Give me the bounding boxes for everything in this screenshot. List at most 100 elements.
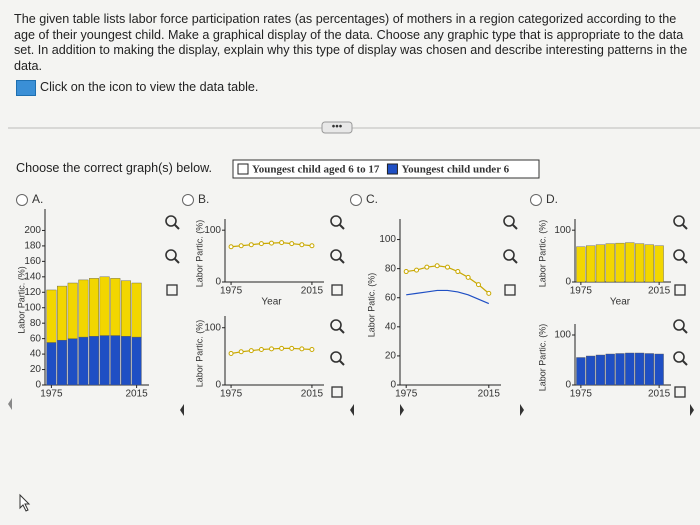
legend-label: Youngest child aged 6 to 17: [252, 164, 380, 176]
icon-handle: [174, 258, 180, 264]
data-table-icon[interactable]: [16, 80, 36, 96]
point: [279, 345, 285, 351]
zoom-out-icon[interactable]: [673, 249, 685, 261]
zoom-in-icon[interactable]: [503, 215, 515, 227]
zoom-out-icon[interactable]: [673, 351, 685, 363]
icon-handle: [512, 258, 518, 264]
cursor: [19, 493, 31, 512]
y-axis-label: Labor Partic. (%): [194, 220, 204, 288]
bar: [634, 352, 645, 386]
zoom-out-icon[interactable]: [330, 351, 342, 363]
bar: [131, 336, 142, 386]
y-tick-label: 20: [385, 351, 397, 362]
question-text: The given table lists labor force partic…: [14, 12, 688, 73]
bar: [654, 245, 664, 283]
zoom-out-icon[interactable]: [503, 249, 515, 261]
icon-handle: [339, 224, 345, 230]
bar: [99, 276, 110, 336]
radio-button[interactable]: [182, 194, 194, 206]
y-tick-label: 100: [554, 225, 571, 236]
point: [299, 346, 305, 352]
bar: [615, 353, 625, 386]
open-icon[interactable]: [674, 284, 686, 296]
point: [248, 348, 254, 354]
zoom-in-icon[interactable]: [673, 319, 685, 331]
open-icon[interactable]: [331, 386, 343, 398]
x-tick-label: 2015: [648, 286, 671, 297]
point: [279, 240, 285, 246]
y-tick-label: 0: [565, 277, 571, 288]
bar: [615, 242, 625, 283]
option-label: C.: [366, 192, 378, 206]
icon-handle: [174, 224, 180, 230]
bar: [110, 278, 121, 336]
zoom-out-icon[interactable]: [165, 249, 177, 261]
bar: [625, 242, 635, 283]
x-tick-label: 1975: [570, 286, 593, 297]
point: [445, 264, 450, 270]
bar: [576, 357, 586, 386]
option-label: D.: [546, 192, 558, 206]
scroll-right[interactable]: [400, 404, 404, 416]
x-tick-label: 2015: [301, 389, 324, 400]
bar: [57, 339, 68, 386]
point: [309, 346, 315, 352]
icon-handle: [339, 258, 345, 264]
icon-handle: [682, 328, 688, 334]
y-axis-label: Labor Partic. (%): [537, 220, 547, 288]
y-tick-label: 100: [204, 225, 221, 236]
y-tick-label: 0: [565, 380, 571, 391]
radio-button[interactable]: [350, 194, 362, 206]
bar: [110, 335, 121, 386]
radio-button[interactable]: [16, 194, 28, 206]
point: [434, 263, 440, 269]
y-tick-label: 0: [390, 380, 396, 391]
open-icon[interactable]: [504, 284, 516, 296]
zoom-out-icon[interactable]: [330, 249, 342, 261]
y-tick-label: 0: [215, 277, 221, 288]
bar: [46, 342, 57, 386]
zoom-in-icon[interactable]: [330, 215, 342, 227]
bar: [576, 246, 586, 283]
point: [299, 242, 305, 248]
x-tick-label: 1975: [395, 389, 418, 400]
bar: [644, 244, 654, 283]
open-icon[interactable]: [166, 284, 178, 296]
scroll-right[interactable]: [520, 404, 524, 416]
open-icon[interactable]: [674, 386, 686, 398]
data-table-link[interactable]: Click on the icon to view the data table…: [40, 80, 259, 94]
point: [486, 290, 492, 296]
x-tick-label: 2015: [125, 389, 148, 400]
series-line: [406, 289, 490, 305]
point: [289, 345, 295, 351]
bar: [99, 335, 110, 386]
point: [455, 269, 461, 275]
y-axis-label: Labor Partic. (%): [194, 320, 204, 388]
point: [289, 241, 295, 247]
x-tick-label: 2015: [648, 389, 671, 400]
point: [258, 346, 264, 352]
y-tick-label: 0: [35, 380, 41, 391]
radio-button[interactable]: [530, 194, 542, 206]
scroll-left[interactable]: [8, 398, 12, 410]
legend-swatch: [386, 163, 398, 175]
y-tick-label: 100: [554, 330, 571, 341]
x-tick-label: 1975: [40, 389, 63, 400]
open-icon[interactable]: [331, 284, 343, 296]
zoom-in-icon[interactable]: [165, 215, 177, 227]
zoom-in-icon[interactable]: [673, 215, 685, 227]
expand-button[interactable]: [321, 121, 353, 134]
y-tick-label: 80: [385, 263, 397, 274]
y-tick-label: 0: [215, 380, 221, 391]
scroll-left[interactable]: [180, 404, 184, 416]
zoom-in-icon[interactable]: [330, 319, 342, 331]
point: [403, 269, 409, 275]
point: [238, 349, 244, 355]
x-tick-label: 1975: [220, 389, 243, 400]
point: [475, 282, 481, 288]
y-tick-label: 20: [30, 364, 42, 375]
scroll-right[interactable]: [690, 404, 694, 416]
scroll-left[interactable]: [350, 404, 354, 416]
x-tick-label: 1975: [220, 286, 243, 297]
